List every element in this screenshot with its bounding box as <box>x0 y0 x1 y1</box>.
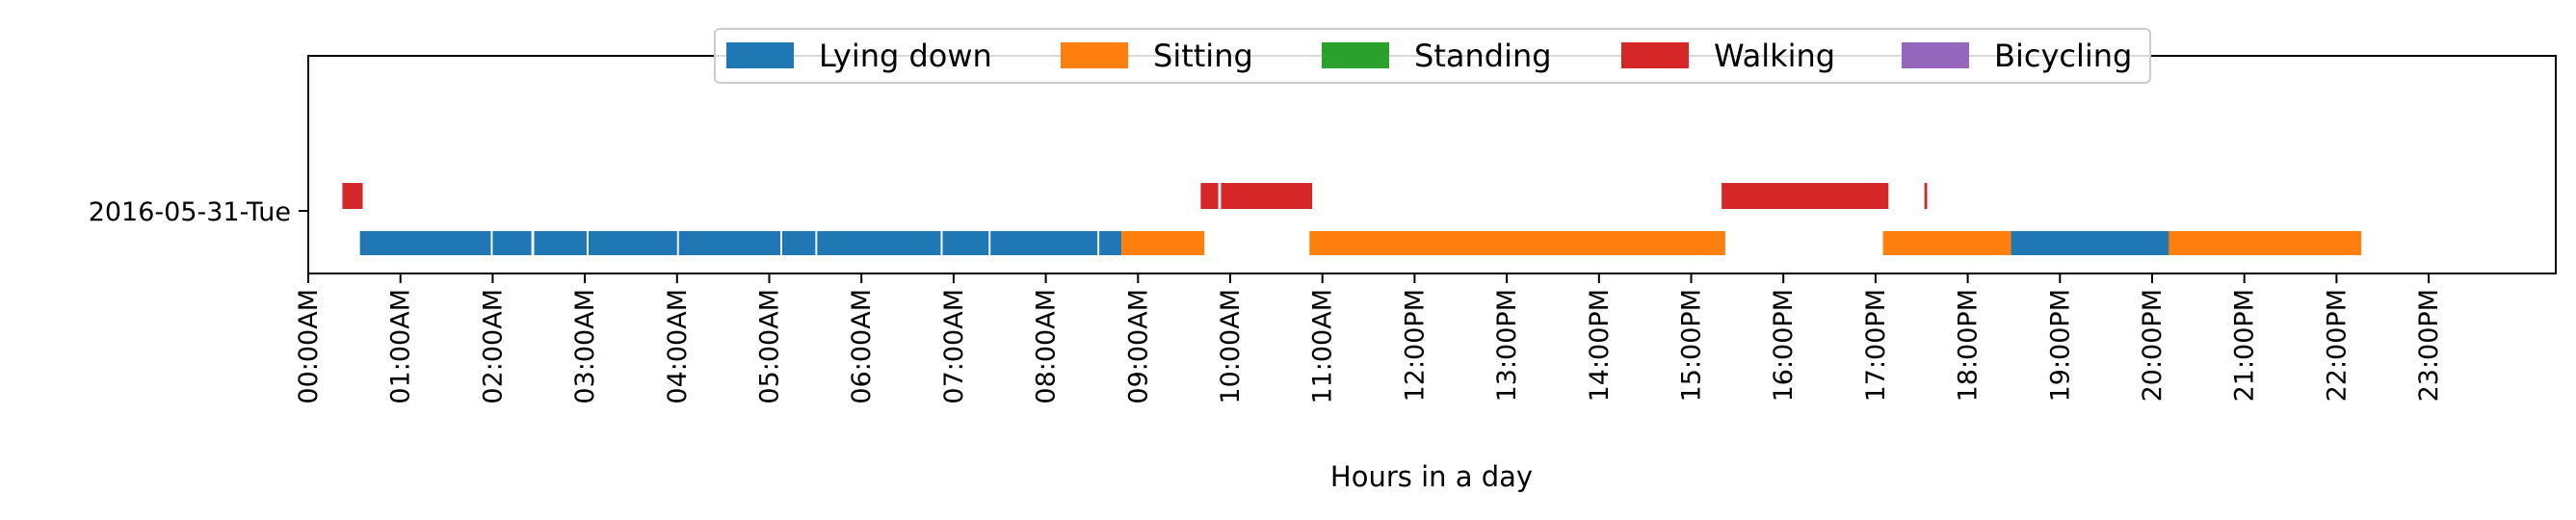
x-tick-label: 01:00AM <box>386 289 416 404</box>
x-tick-label: 06:00AM <box>847 289 877 404</box>
legend-swatch-walking <box>1621 42 1689 68</box>
y-tick-label-day: 2016-05-31-Tue <box>89 197 291 227</box>
legend-label-sitting: Sitting <box>1153 38 1253 74</box>
x-tick-label: 22:00PM <box>2322 289 2352 402</box>
bar-lying-down <box>990 231 1098 255</box>
bar-lying-down <box>781 231 816 255</box>
x-tick-label: 11:00AM <box>1308 289 1338 404</box>
legend-swatch-bicycling <box>1902 42 1969 68</box>
bar-lying-down <box>359 231 491 255</box>
x-tick-label: 21:00PM <box>2230 289 2260 402</box>
bar-sitting <box>1882 231 2011 255</box>
x-tick-label: 02:00AM <box>478 289 508 404</box>
x-tick-label: 16:00PM <box>1769 289 1799 402</box>
activity-bars <box>342 183 2362 255</box>
legend-swatch-sitting <box>1061 42 1128 68</box>
legend-swatch-standing <box>1322 42 1389 68</box>
x-tick-label: 18:00PM <box>1954 289 1984 402</box>
bar-walking <box>1221 183 1313 209</box>
bar-sitting <box>2169 231 2362 255</box>
bar-lying-down <box>817 231 941 255</box>
bar-sitting <box>1121 231 1205 255</box>
legend-swatch-lying-down <box>726 42 794 68</box>
bar-walking <box>342 183 363 209</box>
bar-lying-down <box>942 231 989 255</box>
x-tick-label: 05:00AM <box>755 289 785 404</box>
bar-walking <box>1200 183 1219 209</box>
x-tick-label: 03:00AM <box>570 289 600 404</box>
legend-label-walking: Walking <box>1714 38 1835 74</box>
x-tick-label: 07:00AM <box>939 289 969 404</box>
bar-lying-down <box>588 231 677 255</box>
x-tick-label: 14:00PM <box>1585 289 1615 402</box>
bar-walking <box>1924 183 1928 209</box>
legend-label-standing: Standing <box>1414 38 1552 74</box>
bar-sitting <box>1309 231 1725 255</box>
bar-lying-down <box>1099 231 1122 255</box>
bar-lying-down <box>678 231 780 255</box>
bar-lying-down <box>2009 231 2171 255</box>
bar-lying-down <box>492 231 532 255</box>
legend-label-lying-down: Lying down <box>819 38 992 74</box>
x-tick-label: 04:00AM <box>663 289 693 404</box>
x-tick-label: 23:00PM <box>2414 289 2444 402</box>
bar-walking <box>1722 183 1889 209</box>
x-tick-label: 12:00PM <box>1400 289 1430 402</box>
x-axis: 00:00AM 01:00AM 02:00AM 03:00AM 04:00AM 05:00… <box>294 273 2444 404</box>
x-tick-label: 20:00PM <box>2138 289 2168 402</box>
bar-lying-down <box>534 231 587 255</box>
x-axis-label: Hours in a day <box>1330 460 1533 493</box>
y-axis: 2016-05-31-Tue <box>89 197 308 227</box>
x-tick-label: 08:00AM <box>1032 289 1062 404</box>
x-tick-label: 00:00AM <box>294 289 324 404</box>
x-tick-label: 19:00PM <box>2045 289 2075 402</box>
legend: Lying down Sitting Standing Walking Bicyclin… <box>714 28 2151 84</box>
x-tick-label: 10:00AM <box>1216 289 1246 404</box>
x-tick-label: 17:00PM <box>1861 289 1891 402</box>
x-tick-label: 13:00PM <box>1492 289 1522 402</box>
legend-label-bicycling: Bicycling <box>1994 38 2132 74</box>
x-tick-label: 15:00PM <box>1677 289 1707 402</box>
x-tick-label: 09:00AM <box>1123 289 1153 404</box>
